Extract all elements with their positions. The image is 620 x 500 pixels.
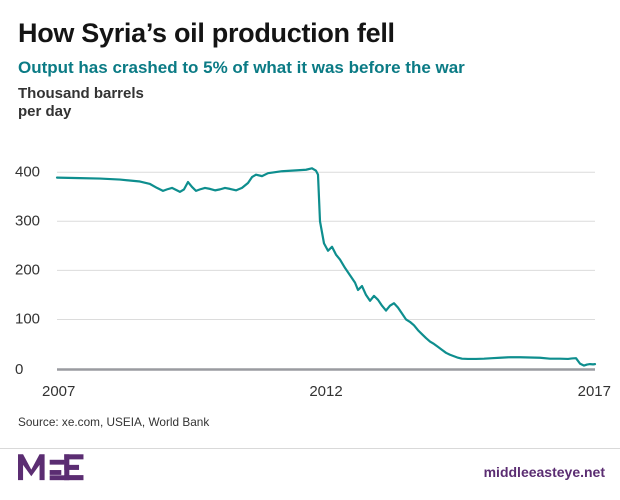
svg-text:0: 0 xyxy=(15,361,23,378)
svg-text:200: 200 xyxy=(15,262,40,279)
svg-text:300: 300 xyxy=(15,213,40,230)
svg-text:100: 100 xyxy=(15,311,40,328)
svg-text:2007: 2007 xyxy=(42,383,75,400)
svg-text:400: 400 xyxy=(15,164,40,181)
svg-text:2017: 2017 xyxy=(578,383,611,400)
svg-text:2012: 2012 xyxy=(309,383,342,400)
